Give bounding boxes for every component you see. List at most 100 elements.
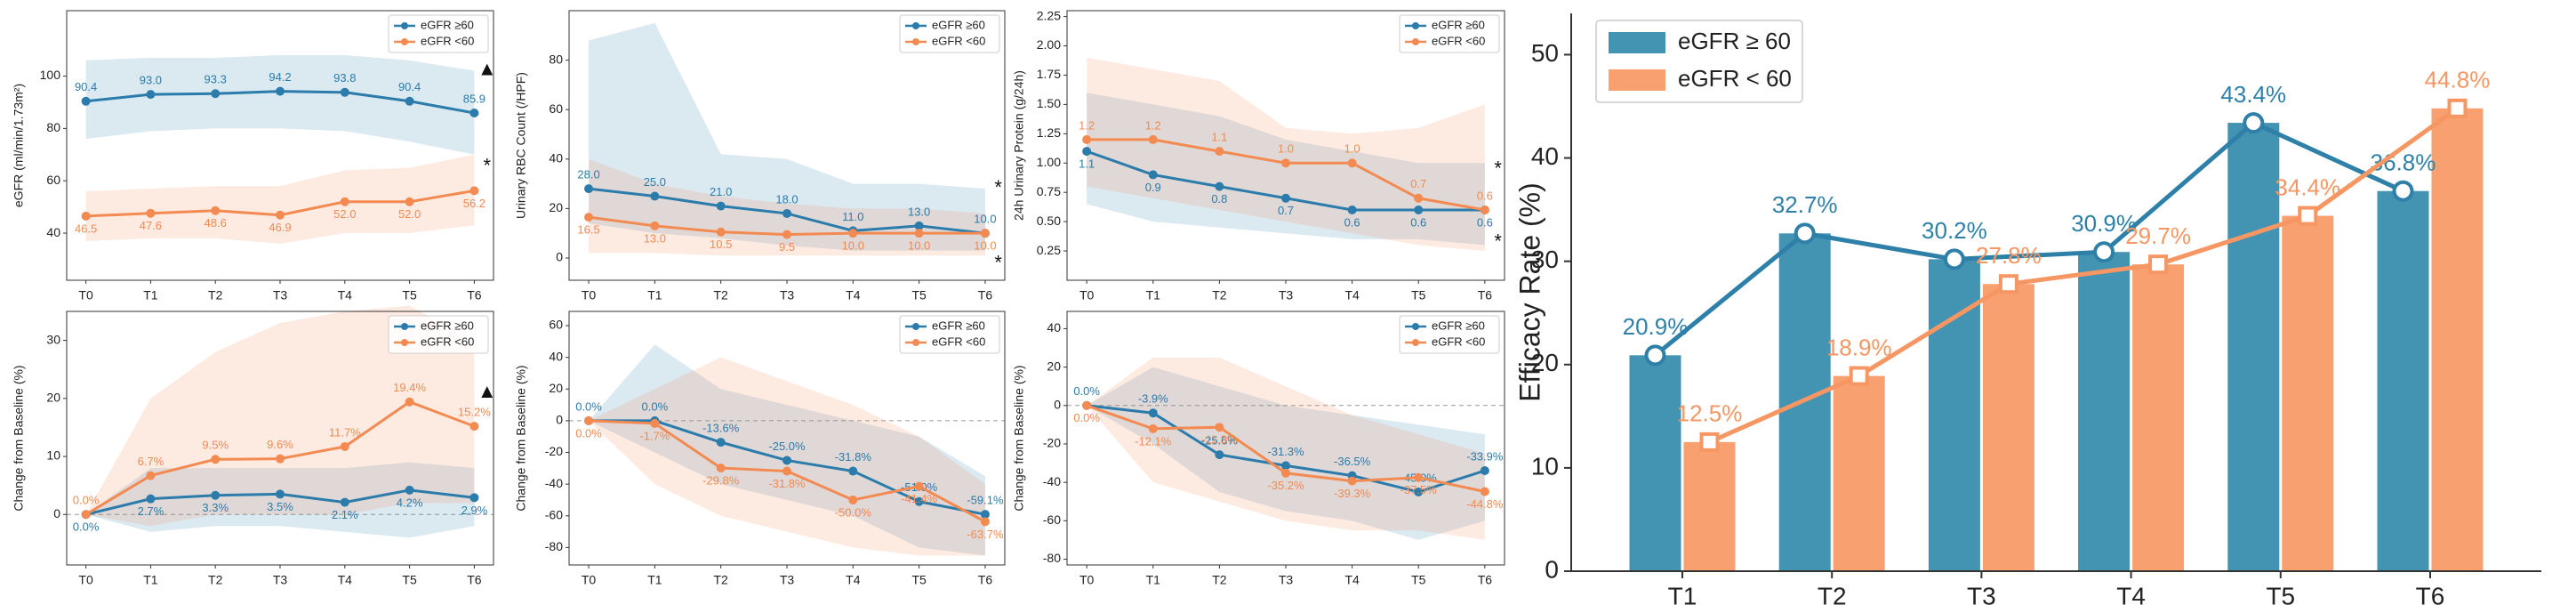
point (276, 210, 285, 220)
x-tick-label: T6 (467, 288, 482, 302)
point (914, 229, 924, 238)
point (1414, 472, 1424, 482)
point (1480, 487, 1489, 496)
point (1082, 147, 1092, 157)
annotation: * (994, 176, 1002, 198)
value-label: 29.7% (2125, 222, 2191, 249)
point (782, 456, 791, 465)
value-label: 1.1 (1211, 131, 1227, 144)
y-tick-label: 40 (549, 349, 563, 363)
bar (1928, 259, 1980, 571)
legend-label: eGFR <60 (421, 335, 474, 348)
point (1849, 366, 1869, 386)
y-tick-label: -60 (545, 507, 563, 521)
value-label: 0.0% (1073, 384, 1100, 398)
x-tick-label: T5 (2266, 582, 2295, 609)
y-tick-label: 40 (549, 150, 563, 165)
value-label: 18.9% (1826, 334, 1892, 360)
value-label: 2.9% (461, 504, 488, 517)
y-tick-label: 2.25 (1037, 8, 1061, 22)
y-tick-label: 1.50 (1037, 96, 1061, 110)
x-tick-label: T1 (143, 573, 158, 587)
plot-frame (66, 10, 494, 281)
legend-marker (1412, 339, 1419, 346)
value-label: -25.6% (1201, 434, 1239, 448)
point (81, 510, 91, 520)
y-tick-label: 60 (549, 101, 563, 116)
value-label: -59.1% (967, 494, 1004, 507)
value-label: -29.8% (702, 473, 740, 487)
band (85, 462, 475, 538)
value-label: 46.9 (269, 221, 291, 234)
y-tick-label: -60 (1043, 512, 1061, 527)
value-label: 10.0 (908, 239, 930, 253)
point (1148, 423, 1158, 433)
value-label: 0.0% (575, 426, 602, 440)
y-axis-label: Urinary RBC Count (/HPF) (514, 72, 528, 219)
y-tick-label: -80 (545, 539, 563, 553)
legend-box (1399, 14, 1500, 53)
x-tick-label: T2 (208, 288, 223, 302)
value-label: 48.6 (205, 216, 227, 230)
x-tick-label: T6 (1478, 573, 1493, 587)
value-label: -31.8% (768, 477, 806, 490)
value-label: 11.7% (329, 425, 361, 439)
value-label: 0.6 (1344, 215, 1360, 229)
point (2447, 98, 2468, 118)
value-label: -31.8% (835, 450, 872, 464)
value-label: 16.5 (577, 223, 599, 237)
value-label: -31.3% (1267, 445, 1304, 458)
x-tick-label: T6 (467, 573, 482, 587)
point (650, 221, 660, 230)
point (1998, 274, 2018, 294)
y-tick-label: 30 (46, 332, 60, 346)
value-label: -39.3% (1334, 487, 1371, 500)
legend-box (1399, 315, 1500, 354)
point (340, 497, 349, 507)
y-tick-label: 20 (549, 200, 563, 214)
legend-box (899, 14, 1000, 53)
legend-label: eGFR <60 (1432, 335, 1485, 348)
x-tick-label: T4 (1344, 288, 1360, 302)
y-axis-label: Change from Baseline (%) (514, 365, 528, 511)
y-tick-label: 40 (1047, 320, 1061, 335)
y-tick-label: 0.25 (1037, 243, 1061, 257)
bar (1683, 441, 1736, 571)
point (469, 186, 479, 196)
point (405, 197, 414, 206)
y-tick-label: 100 (40, 68, 61, 82)
x-tick-label: T2 (714, 288, 729, 302)
value-label: 1.2 (1079, 118, 1095, 132)
value-label: 30.2% (1922, 217, 1987, 244)
legend-label: eGFR <60 (932, 335, 985, 348)
value-label: 18.0 (775, 192, 798, 206)
value-label: -41.4% (901, 492, 938, 505)
point (782, 466, 791, 476)
legend-label: eGFR ≥60 (1432, 319, 1485, 332)
bar (2431, 108, 2484, 572)
value-label: 19.4% (393, 381, 426, 394)
legend-marker (1412, 22, 1419, 29)
value-label: 12.5% (1677, 400, 1743, 427)
x-tick-label: T1 (143, 288, 158, 302)
y-tick-label: 0 (53, 506, 60, 520)
x-tick-label: T3 (780, 288, 795, 302)
value-label: 27.8% (1976, 242, 2042, 269)
point (848, 229, 858, 238)
point (980, 229, 990, 238)
value-label: 28.0 (577, 168, 599, 181)
annotation: ▲ (477, 57, 497, 79)
point (2093, 241, 2115, 263)
bar (2377, 190, 2429, 571)
legend-marker (912, 323, 919, 330)
point (469, 493, 479, 503)
point (469, 422, 479, 432)
y-tick-label: 2.00 (1037, 37, 1061, 52)
value-label: 90.4 (75, 80, 97, 93)
value-label: 0.6 (1477, 215, 1493, 229)
x-tick-label: T6 (978, 288, 993, 302)
point (1480, 465, 1489, 475)
point (405, 485, 414, 495)
value-label: -3.9% (1138, 392, 1168, 406)
point (146, 90, 156, 100)
